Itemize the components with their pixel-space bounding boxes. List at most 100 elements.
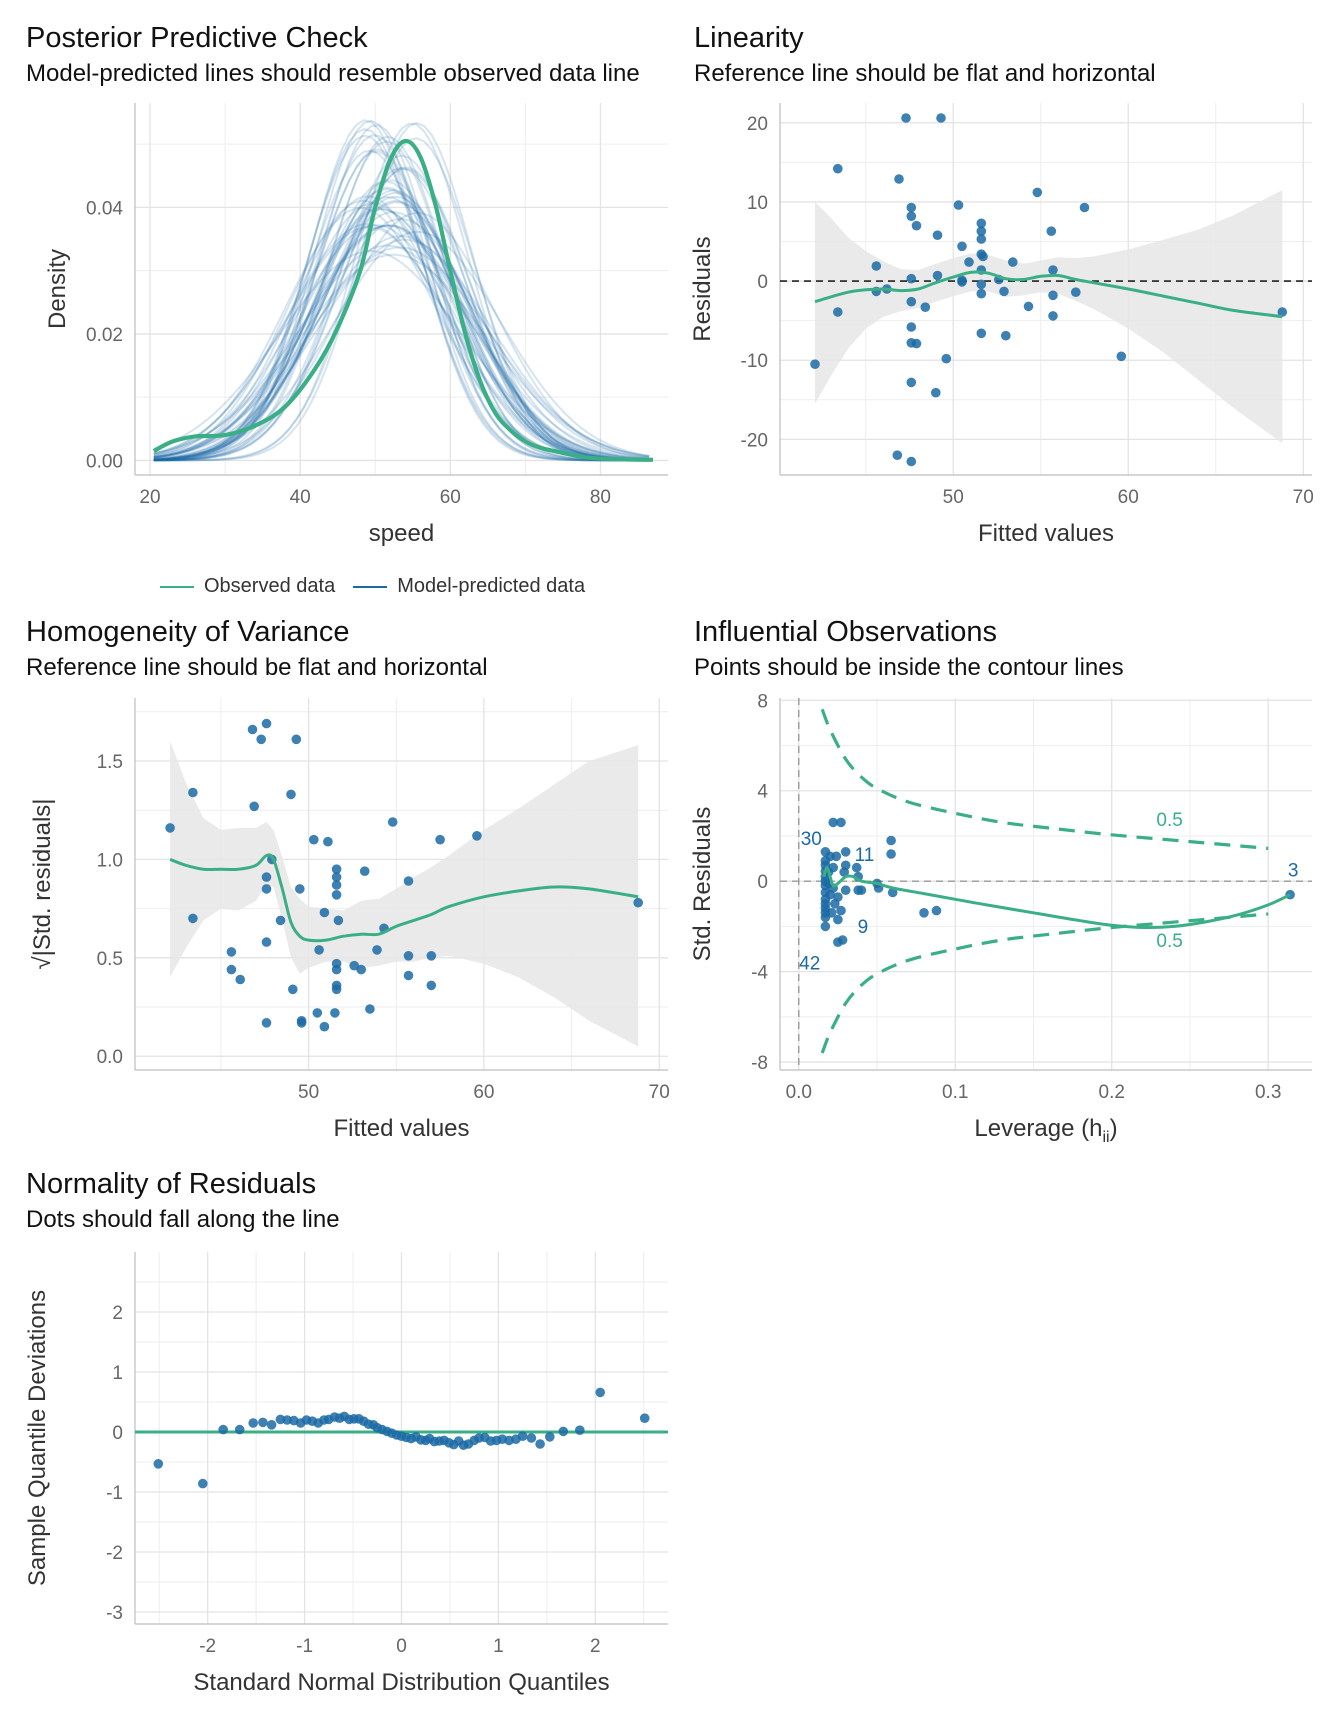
residual-point (999, 286, 1009, 297)
influence-point (887, 887, 898, 898)
qq-point (258, 1417, 268, 1428)
x-tick-label: 0.1 (942, 1082, 968, 1103)
predicted-density-line (153, 224, 650, 461)
predicted-density-line (153, 253, 650, 458)
qq-point (526, 1433, 537, 1443)
residual-point (1116, 351, 1127, 362)
y-tick-label: 0.02 (86, 325, 123, 346)
predicted-density-line (153, 150, 650, 462)
normality-plot: -2 -1 0 1 2 -3 -2 -1 0 1 2 Standard Normal Distribu… (24, 1252, 668, 1696)
residual-point (976, 234, 987, 244)
x-axis-title: Fitted values (333, 1115, 469, 1142)
variance-point (226, 964, 237, 975)
residual-point (932, 230, 943, 240)
residual-point (964, 257, 974, 267)
residual-point (976, 279, 987, 290)
residual-point (1048, 290, 1058, 301)
variance-point (365, 1004, 375, 1014)
residual-point (957, 277, 967, 287)
smooth-line (814, 270, 1283, 319)
x-axis-title: speed (369, 520, 434, 547)
residual-point (833, 307, 843, 317)
variance-point (226, 947, 237, 957)
linearity-plot: 50 60 70 -20 -10 0 10 20 Fitted values Residuals (689, 103, 1314, 547)
variance-point (188, 913, 198, 924)
legend-swatch-predicted (353, 585, 388, 588)
variance-point (387, 817, 398, 827)
panel-linearity: Linearity Reference line should be flat … (0, 0, 1344, 560)
predicted-density-line (153, 201, 650, 461)
observed-density-line (152, 138, 654, 462)
residual-point (906, 377, 917, 388)
qq-point (153, 1459, 164, 1469)
predicted-density-line (153, 238, 650, 459)
influence-point (886, 849, 896, 859)
panel-subtitle: Points should be inside the contour line… (694, 654, 1124, 681)
panel-subtitle: Reference line should be flat and horizo… (694, 60, 1156, 87)
y-tick-label: 4 (757, 782, 768, 803)
residual-point (892, 450, 903, 461)
y-tick-label: -20 (741, 430, 768, 451)
y-tick-label: 20 (747, 114, 768, 135)
influence-point (837, 935, 848, 945)
variance-point (435, 834, 445, 845)
predicted-density-line (153, 137, 650, 462)
predicted-density-line (153, 223, 650, 461)
variance-point (319, 1021, 330, 1032)
variance-point (359, 866, 370, 876)
residual-point (1048, 311, 1058, 321)
influence-point (833, 892, 843, 902)
x-axis-title-subscript: ii (1102, 1129, 1109, 1146)
variance-point (314, 945, 324, 955)
predicted-density-line (153, 140, 650, 462)
variance-point (349, 960, 360, 971)
residual-point (932, 270, 943, 281)
y-tick-label: 0 (112, 1423, 123, 1444)
residual-point (906, 296, 917, 307)
qq-point (545, 1432, 555, 1442)
predicted-density-line (153, 119, 650, 462)
y-tick-label: 0 (757, 872, 768, 893)
y-axis-title: Std. Residuals (689, 807, 716, 962)
variance-point (331, 890, 342, 900)
x-axis-title-end: ) (1110, 1115, 1118, 1142)
y-tick-label: 0.0 (97, 1047, 123, 1068)
predicted-density-line (153, 135, 650, 462)
residual-point (1277, 307, 1288, 317)
cooks-contour-lower (820, 912, 1269, 1054)
qq-point (558, 1426, 569, 1437)
point-id-label: 30 (801, 829, 822, 850)
predicted-density-line (153, 244, 650, 459)
variance-point (261, 884, 272, 894)
variance-point (403, 970, 414, 981)
legend-label-predicted: Model-predicted data (397, 575, 586, 597)
variance-point (331, 872, 342, 882)
qq-point (266, 1420, 277, 1430)
variance-point (333, 915, 344, 926)
influence-point (836, 817, 846, 828)
influence-point (851, 862, 862, 873)
confidence-ribbon (815, 190, 1283, 444)
x-tick-label: 0 (396, 1636, 407, 1657)
influence-point (833, 914, 843, 925)
point-id-label: 11 (855, 845, 875, 866)
predicted-density-line (153, 230, 650, 460)
influence-point (828, 817, 838, 828)
variance-point (633, 897, 643, 908)
x-tick-label: 0.2 (1099, 1082, 1125, 1103)
variance-point (309, 834, 319, 845)
predicted-density-line (153, 166, 650, 462)
variance-point (291, 734, 302, 745)
predicted-density-line (153, 199, 650, 461)
homogeneity-plot: 50 60 70 0.0 0.5 1.0 1.5 Fitted values √|Std. re… (29, 698, 670, 1142)
predicted-density-line (153, 124, 650, 462)
predicted-density-line (153, 119, 650, 462)
residual-point (1046, 226, 1057, 236)
y-tick-label: 2 (112, 1303, 123, 1324)
panel-normality-of-residuals: Normality of Residuals Dots should fall … (24, 1168, 668, 1696)
residual-point (1071, 287, 1081, 298)
predicted-density-line (153, 207, 650, 461)
predicted-density-line (153, 225, 650, 461)
panel-posterior-predictive-check: Posterior Predictive Check Model-predict… (0, 0, 672, 600)
panel-subtitle: Dots should fall along the line (26, 1206, 340, 1233)
